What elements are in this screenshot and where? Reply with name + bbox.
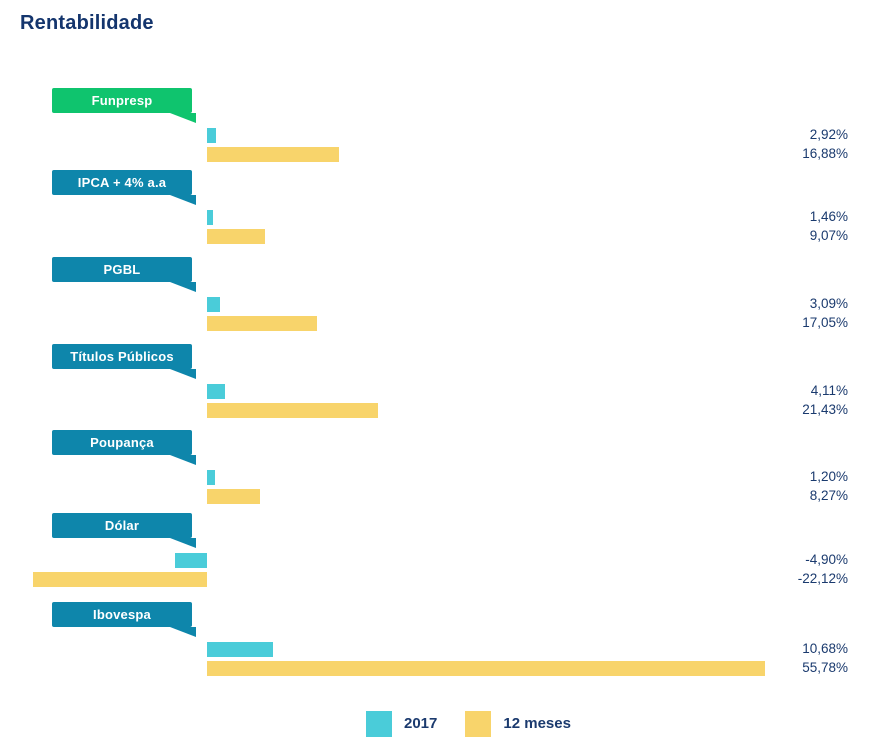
bar-2017 (207, 642, 273, 657)
bar-12meses (207, 403, 378, 418)
chart-row-ipca: IPCA + 4% a.a 1,46% 9,07% (0, 170, 879, 252)
value-label-2017: -4,90% (805, 552, 848, 567)
chart-row-dolar: Dólar -4,90% -22,12% (0, 513, 879, 595)
chart-row-funpresp: Funpresp 2,92% 16,88% (0, 88, 879, 170)
value-label-2017: 10,68% (802, 641, 848, 656)
badge-tail-icon (170, 455, 196, 465)
category-badge: IPCA + 4% a.a (52, 170, 196, 205)
value-label-2017: 1,46% (809, 209, 848, 224)
category-badge: Poupança (52, 430, 196, 465)
value-label-12meses: -22,12% (797, 571, 848, 586)
badge-tail-icon (170, 113, 196, 123)
bar-12meses (207, 229, 265, 244)
bar-12meses (207, 489, 260, 504)
bar-2017 (175, 553, 207, 568)
legend-item-12meses: 12 meses (465, 711, 571, 737)
value-label-2017: 4,11% (810, 383, 848, 398)
category-label: Dólar (104, 518, 140, 533)
legend-item-2017: 2017 (366, 711, 437, 737)
value-label-12meses: 55,78% (802, 660, 848, 675)
category-label: Funpresp (91, 93, 153, 108)
legend-swatch-2017 (366, 711, 392, 737)
badge-tail-icon (170, 369, 196, 379)
bar-2017 (207, 297, 220, 312)
value-label-2017: 2,92% (809, 127, 848, 142)
value-label-2017: 1,20% (809, 469, 848, 484)
bar-12meses (207, 147, 339, 162)
category-label: Títulos Públicos (70, 349, 174, 364)
chart-row-titulos-publicos: Títulos Públicos 4,11% 21,43% (0, 344, 879, 426)
legend-swatch-12meses (465, 711, 492, 737)
category-badge: Ibovespa (52, 602, 196, 637)
bar-12meses (207, 316, 317, 331)
category-badge: Dólar (52, 513, 196, 548)
category-label: IPCA + 4% a.a (77, 175, 167, 190)
category-label: Ibovespa (93, 607, 151, 622)
chart-row-pgbl: PGBL 3,09% 17,05% (0, 257, 879, 339)
chart-row-poupanca: Poupança 1,20% 8,27% (0, 430, 879, 512)
legend: 2017 12 meses (366, 711, 571, 737)
value-label-12meses: 21,43% (802, 402, 848, 417)
legend-label-12meses: 12 meses (503, 715, 571, 732)
category-badge: Funpresp (52, 88, 196, 123)
bar-2017 (207, 210, 213, 225)
category-badge: PGBL (52, 257, 196, 292)
category-label: PGBL (103, 262, 141, 277)
legend-label-2017: 2017 (404, 715, 438, 732)
badge-tail-icon (170, 538, 196, 548)
value-label-12meses: 9,07% (809, 228, 848, 243)
bar-2017 (207, 384, 225, 399)
value-label-12meses: 8,27% (809, 488, 848, 503)
page-title: Rentabilidade (20, 12, 154, 34)
badge-tail-icon (170, 282, 196, 292)
bar-2017 (207, 470, 215, 485)
badge-tail-icon (170, 195, 196, 205)
chart-row-ibovespa: Ibovespa 10,68% 55,78% (0, 602, 879, 684)
bar-12meses (207, 661, 765, 676)
category-label: Poupança (90, 435, 154, 450)
category-badge: Títulos Públicos (52, 344, 196, 379)
bar-2017 (207, 128, 216, 143)
value-label-2017: 3,09% (809, 296, 848, 311)
bar-12meses (33, 572, 207, 587)
value-label-12meses: 17,05% (802, 315, 848, 330)
badge-tail-icon (170, 627, 196, 637)
value-label-12meses: 16,88% (802, 146, 848, 161)
